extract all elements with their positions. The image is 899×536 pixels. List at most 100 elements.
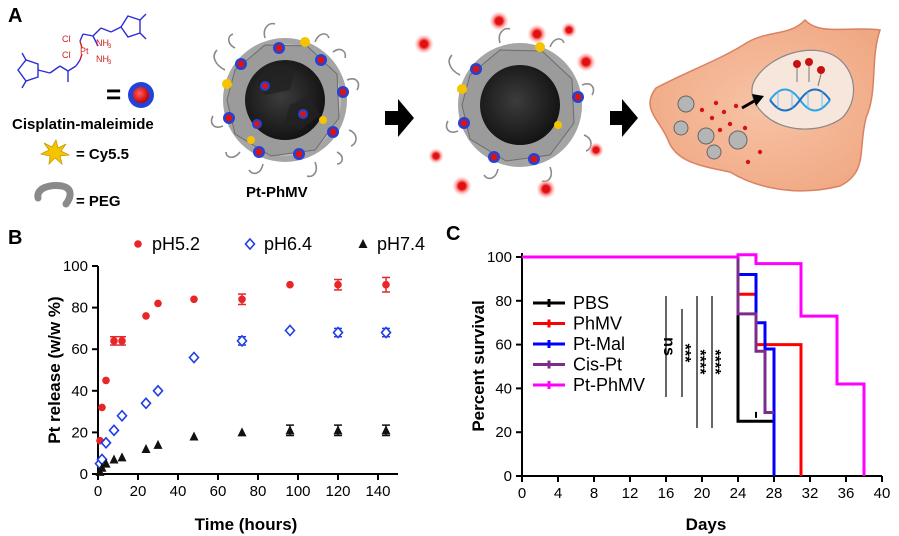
cytoplasm-drugs <box>699 100 763 165</box>
chem-sub-a: 3 <box>108 44 112 50</box>
chem-pt: Pt <box>80 46 89 56</box>
c-x-tick-label: 20 <box>694 485 711 502</box>
c-curve-PBS <box>522 255 776 476</box>
panel-b-label: B <box>8 227 22 249</box>
c-curve-Cis-Pt <box>522 255 774 414</box>
c-y-tick-label: 40 <box>495 380 512 397</box>
nuclear-entry-arrow <box>741 94 764 110</box>
chem-nh3b: NH <box>96 54 109 64</box>
pt-phmv-label: Pt-PhMV <box>246 184 308 201</box>
b-legend-marker-circle <box>134 240 142 248</box>
b-point-pH6.4 <box>332 326 344 339</box>
c-x-axis-title: Days <box>686 515 727 534</box>
b-point-pH7.4 <box>153 439 163 449</box>
c-curve-Pt-Mal <box>522 255 776 476</box>
drug-sphere-icon <box>128 82 154 108</box>
c-curve-PhMV <box>522 255 803 476</box>
c-legend-label: PBS <box>573 293 609 313</box>
b-point-pH6.4 <box>100 436 112 449</box>
c-x-tick-label: 8 <box>590 485 598 502</box>
b-x-tick-label: 60 <box>210 483 227 500</box>
c-x-tick-label: 36 <box>838 485 855 502</box>
panel-a: A <box>8 5 881 210</box>
c-x-tick-label: 4 <box>554 485 562 502</box>
c-y-tick-label: 60 <box>495 337 512 354</box>
process-arrow-1 <box>385 99 414 137</box>
c-legend-label: Cis-Pt <box>573 355 622 375</box>
c-x-tick-label: 0 <box>518 485 526 502</box>
b-x-tick-label: 40 <box>170 483 187 500</box>
c-legend-label: Pt-Mal <box>573 334 625 354</box>
b-y-tick-label: 80 <box>71 300 88 317</box>
pt-phmv-particle-release <box>445 27 595 183</box>
b-x-tick-label: 140 <box>365 483 390 500</box>
nuclear-drugs <box>793 58 825 87</box>
b-x-tick-label: 80 <box>250 483 267 500</box>
panel-c-label: C <box>446 223 460 245</box>
b-point-pH6.4 <box>380 326 392 339</box>
b-y-tick-label: 60 <box>71 341 88 358</box>
b-point-pH7.4 <box>117 452 127 462</box>
b-y-tick-label: 40 <box>71 383 88 400</box>
cy55-dyes <box>222 37 327 144</box>
b-x-tick-label: 20 <box>130 483 147 500</box>
b-legend-marker-triangle <box>358 239 368 248</box>
b-point-pH6.4 <box>236 334 248 348</box>
drug-spheres <box>223 42 349 160</box>
nucleus <box>751 49 855 130</box>
b-point-pH7.4 <box>141 444 151 454</box>
chem-sub-b: 3 <box>108 60 112 66</box>
c-y-tick-label: 0 <box>504 468 512 485</box>
b-x-tick-label: 0 <box>94 483 102 500</box>
b-point-pH5.2 <box>142 312 150 320</box>
equals-sign: = <box>106 79 121 109</box>
b-point-pH6.4 <box>140 397 152 410</box>
b-y-tick-label: 100 <box>63 258 88 275</box>
c-x-tick-label: 12 <box>622 485 639 502</box>
c-x-tick-label: 24 <box>730 485 747 502</box>
b-point-pH5.2 <box>190 295 198 304</box>
b-point-pH7.4 <box>333 425 343 435</box>
c-curve-Pt-PhMV <box>522 253 866 476</box>
pt-phmv-particle <box>210 22 360 178</box>
b-point-pH6.4 <box>152 384 164 397</box>
panel-a-label: A <box>8 5 22 27</box>
cancer-cell-illustration <box>649 18 881 192</box>
b-point-pH6.4 <box>284 324 296 337</box>
b-point-pH7.4 <box>101 458 111 468</box>
c-x-tick-label: 16 <box>658 485 675 502</box>
c-legend-label: Pt-PhMV <box>573 375 645 395</box>
b-point-pH7.4 <box>237 427 247 437</box>
b-x-axis-title: Time (hours) <box>195 515 298 534</box>
survival-chart: Days Percent survival 0 4 8 12 16 20 24 28 32 36 4… <box>469 249 890 534</box>
release-chart: Time (hours) Pt release (w/w %) 0 20 40 60 8… <box>45 234 425 534</box>
b-point-pH5.2 <box>382 280 390 289</box>
b-point-pH5.2 <box>238 295 246 304</box>
b-point-pH7.4 <box>381 425 391 435</box>
chem-nh3a: NH <box>96 38 109 48</box>
c-significance-label: **** <box>706 350 723 376</box>
b-legend-label: pH5.2 <box>152 234 200 254</box>
b-point-pH7.4 <box>189 431 199 441</box>
b-point-pH7.4 <box>285 425 295 435</box>
c-significance-label: *** <box>676 344 693 363</box>
chem-cl1: Cl <box>62 34 71 44</box>
virus-particles <box>673 95 748 160</box>
panel-b: B Time (hours) Pt release (w/w %) 0 20 40 6… <box>8 227 425 534</box>
b-x-tick-label: 120 <box>325 483 350 500</box>
b-legend-label: pH7.4 <box>377 234 425 254</box>
b-y-tick-label: 20 <box>71 424 88 441</box>
c-x-tick-label: 32 <box>802 485 819 502</box>
cisplatin-maleimide-label: Cisplatin-maleimide <box>12 116 154 133</box>
b-y-axis-title: Pt release (w/w %) <box>45 296 64 443</box>
process-arrow-2 <box>610 99 638 137</box>
c-significance-label: **** <box>691 350 708 376</box>
c-x-tick-label: 40 <box>874 485 891 502</box>
b-point-pH5.2 <box>118 337 126 345</box>
dna-helix-icon <box>769 88 831 112</box>
c-y-tick-label: 80 <box>495 293 512 310</box>
cisplatin-maleimide-structure <box>17 13 147 89</box>
cy55-star-icon <box>39 138 71 166</box>
peg-label: = PEG <box>76 193 121 210</box>
c-y-tick-label: 100 <box>487 249 512 266</box>
